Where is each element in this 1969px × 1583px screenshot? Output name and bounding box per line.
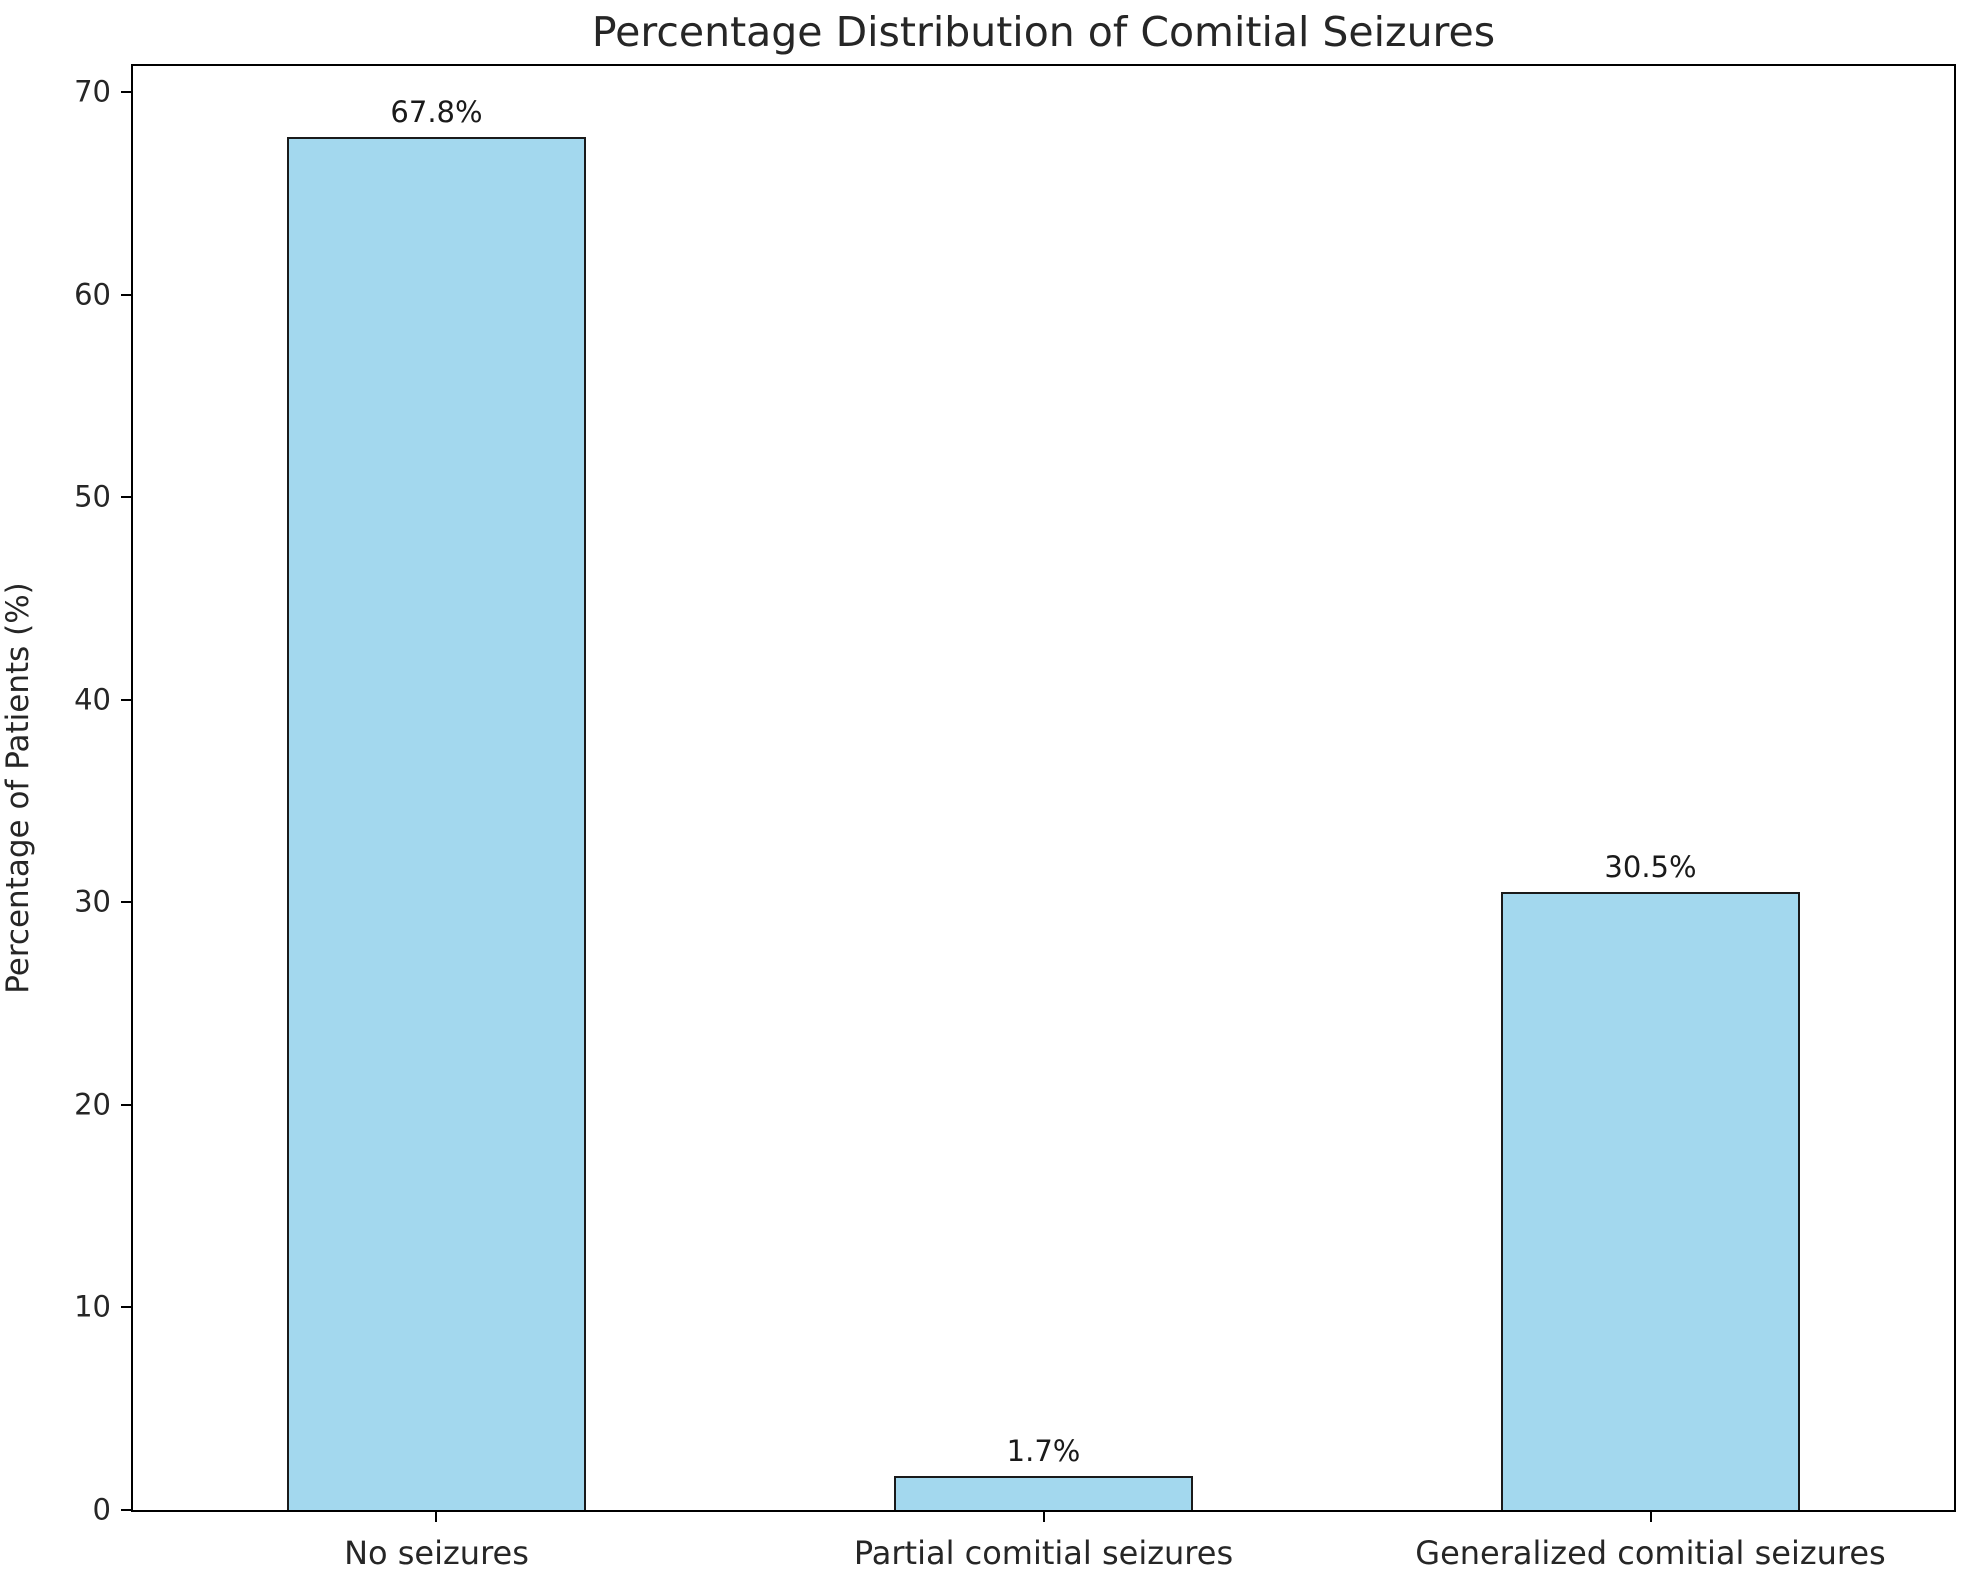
bar: [286, 136, 587, 1510]
y-tick-label: 20: [74, 1087, 111, 1122]
bar-value-label: 1.7%: [1006, 1433, 1081, 1468]
y-tick-mark: [121, 901, 133, 904]
x-tick-label: Generalized comitial seizures: [1415, 1534, 1886, 1572]
x-tick-mark: [435, 1510, 438, 1522]
x-tick-label: No seizures: [344, 1534, 529, 1572]
y-tick-label: 10: [74, 1289, 111, 1324]
bar-value-label: 67.8%: [390, 94, 483, 129]
y-tick-label: 30: [74, 884, 111, 919]
y-tick-mark: [121, 496, 133, 499]
y-tick-label: 50: [74, 479, 111, 514]
bar: [893, 1475, 1194, 1510]
y-tick-mark: [121, 293, 133, 296]
y-tick-label: 40: [74, 682, 111, 717]
x-tick-label: Partial comitial seizures: [853, 1534, 1234, 1572]
bar: [1500, 892, 1801, 1510]
y-tick-label: 0: [92, 1492, 111, 1527]
chart-title: Percentage Distribution of Comitial Seiz…: [591, 8, 1496, 56]
y-tick-label: 60: [74, 277, 111, 312]
x-tick-mark: [1649, 1510, 1652, 1522]
y-tick-label: 70: [74, 74, 111, 109]
bar-value-label: 30.5%: [1604, 850, 1697, 885]
y-tick-mark: [121, 1306, 133, 1309]
y-axis-title: Percentage of Patients (%): [0, 582, 36, 994]
y-tick-mark: [121, 1103, 133, 1106]
x-tick-mark: [1042, 1510, 1045, 1522]
plot-area: 0 10 20 30 40 50 60 70 67.8% No seizures 1.7% Parti…: [74, 64, 1956, 1572]
y-tick-mark: [121, 91, 133, 94]
y-tick-mark: [121, 698, 133, 701]
y-tick-mark: [121, 1509, 133, 1511]
